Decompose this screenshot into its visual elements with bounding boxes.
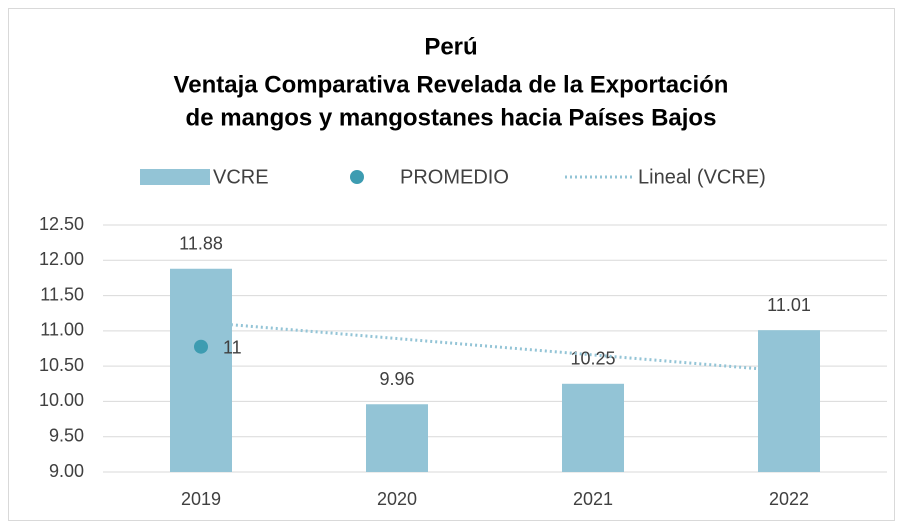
- x-tick-label: 2019: [181, 489, 221, 509]
- bar: [366, 404, 428, 472]
- bar: [562, 383, 624, 472]
- y-tick-label: 9.00: [49, 461, 84, 481]
- y-tick-label: 10.00: [39, 390, 84, 410]
- y-tick-label: 11.00: [40, 320, 84, 340]
- bar: [758, 330, 820, 472]
- chart-title: Perú: [424, 33, 477, 60]
- y-tick-label: 9.50: [49, 425, 84, 445]
- legend-label: VCRE: [213, 166, 269, 188]
- legend-label: Lineal (VCRE): [638, 166, 766, 188]
- chart-title: Ventaja Comparativa Revelada de la Expor…: [174, 71, 729, 98]
- x-tick-label: 2022: [769, 489, 809, 509]
- x-tick-label: 2020: [377, 489, 417, 509]
- x-tick-label: 2021: [573, 489, 613, 509]
- data-label: 11.01: [767, 295, 811, 315]
- y-tick-label: 12.50: [39, 214, 84, 234]
- y-tick-label: 11.50: [40, 284, 84, 304]
- chart-title: de mangos y mangostanes hacia Países Baj…: [186, 104, 717, 131]
- data-label: 9.96: [379, 369, 414, 389]
- legend-swatch: [140, 169, 210, 185]
- data-label: 10.25: [570, 349, 615, 369]
- bar: [170, 268, 232, 472]
- legend-label: PROMEDIO: [400, 166, 509, 188]
- y-tick-label: 10.50: [39, 355, 84, 375]
- y-tick-label: 12.00: [39, 249, 84, 269]
- point: [194, 339, 208, 354]
- data-label: 11.88: [179, 234, 223, 254]
- data-label: 11: [223, 337, 242, 357]
- chart-border: [8, 8, 895, 521]
- trend-line: [200, 320, 790, 373]
- legend-swatch: [350, 170, 364, 184]
